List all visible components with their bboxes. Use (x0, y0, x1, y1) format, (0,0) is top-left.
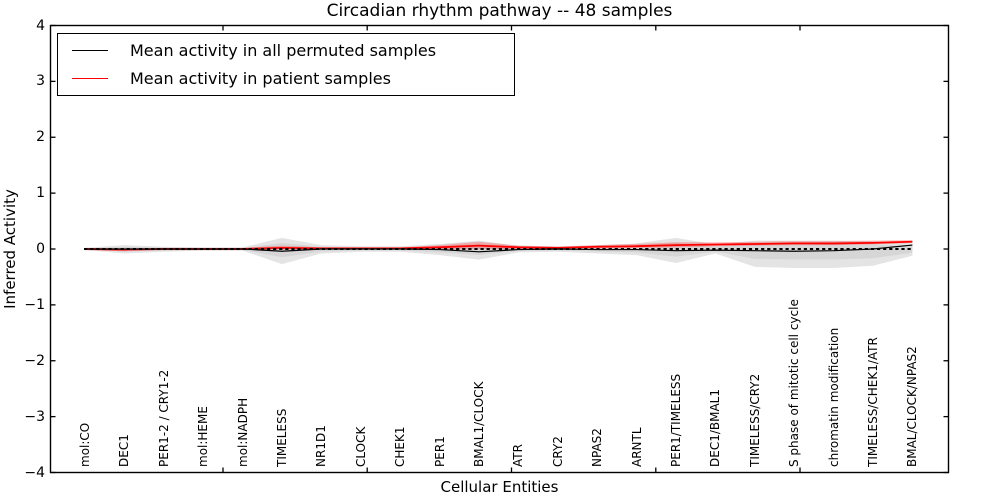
x-category-label: S phase of mitotic cell cycle (787, 299, 802, 467)
x-category-label: NR1D1 (314, 425, 329, 467)
y-tick-label: 4 (36, 17, 45, 34)
x-category-label: DEC1 (117, 434, 132, 467)
x-category-label: BMAL1/CLOCK (472, 381, 486, 468)
x-category-label: BMAL/CLOCK/NPAS2 (905, 346, 920, 467)
x-category-label: chromatin modification (826, 327, 841, 467)
legend: Mean activity in all permuted samples Me… (57, 33, 515, 96)
legend-entry-patient: Mean activity in patient samples (58, 65, 514, 93)
legend-line-patient-icon (72, 78, 108, 80)
x-category-label: DEC1/BMAL1 (708, 389, 723, 467)
y-tick-label: −3 (24, 408, 45, 425)
x-category-label: PER1/TIMELESS (669, 373, 683, 467)
x-category-label: CRY2 (550, 436, 565, 467)
x-category-label: TIMELESS/CRY2 (747, 373, 762, 467)
x-category-label: mol:CO (78, 422, 92, 467)
x-category-label: PER1 (432, 436, 447, 467)
x-category-label: ARNTL (629, 427, 644, 467)
x-category-label: TIMELESS/CHEK1/ATR (866, 337, 880, 467)
permuted-mean-line (85, 244, 913, 253)
legend-line-permuted-icon (72, 49, 108, 51)
y-tick-label: −1 (24, 296, 45, 313)
x-category-label: mol:NADPH (235, 397, 250, 467)
y-tick-label: 0 (36, 241, 45, 257)
y-tick-label: 1 (36, 185, 45, 202)
legend-label-permuted: Mean activity in all permuted samples (130, 40, 437, 60)
legend-entry-permuted: Mean activity in all permuted samples (58, 36, 514, 64)
x-category-label: CHEK1 (393, 426, 408, 468)
y-tick-label: 2 (36, 129, 45, 146)
y-tick-label: −2 (24, 352, 45, 369)
x-category-label: TIMELESS (275, 408, 289, 467)
legend-label-patient: Mean activity in patient samples (130, 69, 391, 89)
y-tick-label: −4 (24, 464, 45, 481)
chart-title: Circadian rhythm pathway -- 48 samples (326, 1, 673, 21)
x-category-label: mol:HEME (196, 406, 211, 467)
x-axis-label: Cellular Entities (440, 478, 559, 496)
x-category-label: ATR (511, 444, 526, 467)
y-tick-label: 3 (36, 73, 45, 90)
x-category-label: CLOCK (353, 426, 368, 467)
x-category-label: NPAS2 (590, 428, 605, 467)
x-category-label: PER1-2 / CRY1-2 (156, 369, 171, 467)
